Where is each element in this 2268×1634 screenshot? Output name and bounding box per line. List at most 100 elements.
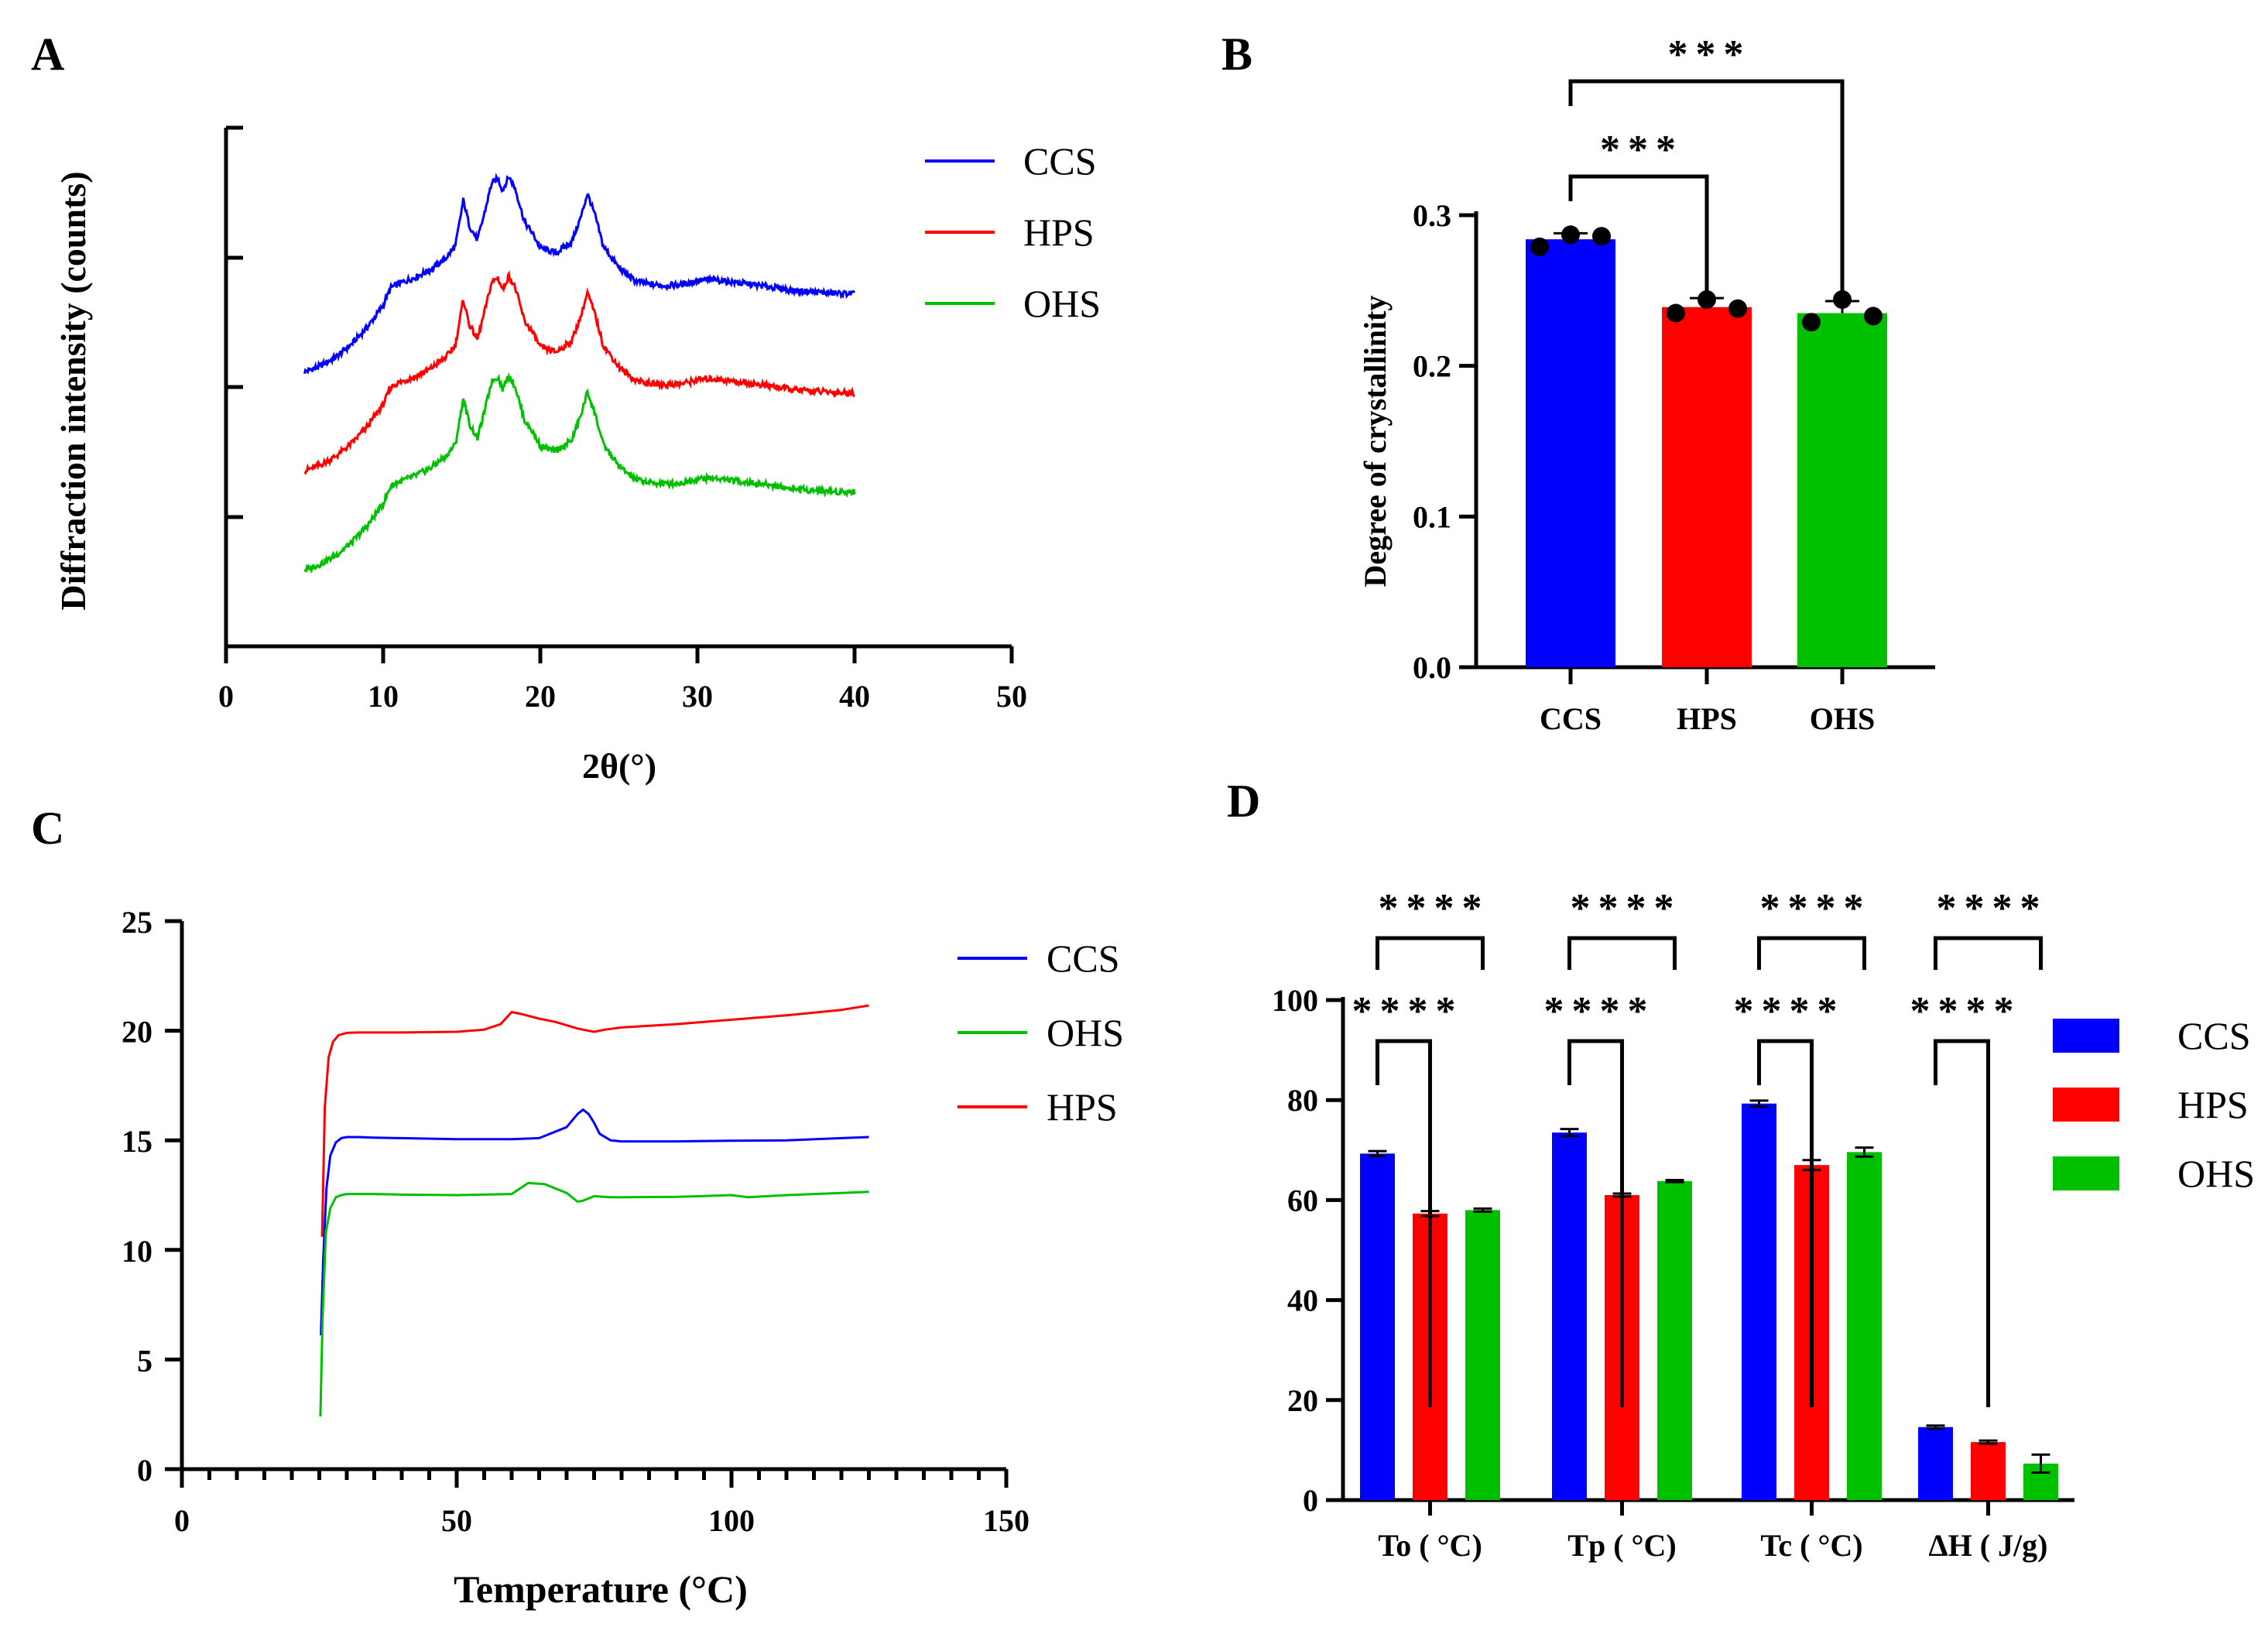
- d-significance-bracket: [1934, 1039, 1990, 1407]
- a-y-axis-title: Diffraction intensity (counts): [53, 171, 93, 610]
- d-x-tick-label: To ( °C): [1378, 1528, 1482, 1563]
- c-legend-label-hps: HPS: [1047, 1085, 1118, 1129]
- b-y-tick-label: 0.3: [1413, 198, 1451, 233]
- d-significance-label: ****: [1734, 989, 1845, 1033]
- c-legend-label-ccs: CCS: [1047, 937, 1120, 980]
- b-significance-label: ***: [1668, 33, 1752, 77]
- c-y-tick-label: 25: [122, 905, 152, 940]
- b-y-tick-label: 0.2: [1413, 349, 1451, 384]
- c-x-tick-label: 150: [983, 1503, 1030, 1538]
- d-significance-bracket: [1567, 1039, 1624, 1407]
- a-legend-label-hps: HPS: [1023, 211, 1095, 254]
- d-significance-label: ****: [1760, 886, 1872, 930]
- b-bar-ccs: [1526, 239, 1615, 667]
- a-line-ccs: [303, 172, 856, 375]
- d-significance-label: ****: [1937, 886, 2048, 930]
- c-legend-label-ohs: OHS: [1047, 1011, 1124, 1054]
- d-legend-label-ohs: OHS: [2177, 1152, 2255, 1195]
- d-y-tick-label: 40: [1287, 1283, 1318, 1318]
- a-x-axis-title: 2θ(°): [582, 746, 656, 786]
- d-significance-bracket: [1757, 1039, 1814, 1407]
- d-significance-bracket: [1376, 1039, 1432, 1407]
- c-y-tick-label: 0: [137, 1453, 152, 1488]
- panel-letter-a: A: [31, 29, 64, 80]
- b-data-point: [1728, 299, 1747, 318]
- d-significance-label: ****: [1571, 886, 1682, 930]
- b-x-tick-label: CCS: [1540, 701, 1602, 736]
- c-y-tick-label: 10: [122, 1234, 152, 1269]
- d-bar-ccs: [1360, 1153, 1395, 1500]
- d-bar-ccs: [1552, 1132, 1587, 1500]
- d-y-tick-label: 100: [1272, 983, 1318, 1018]
- b-significance-bracket: [1568, 79, 1845, 294]
- a-x-tick-label: 50: [996, 679, 1027, 714]
- c-y-tick-label: 15: [122, 1124, 152, 1159]
- d-bar-ccs: [1918, 1427, 1953, 1500]
- d-significance-label: ****: [1544, 989, 1656, 1033]
- a-legend-label-ccs: CCS: [1023, 139, 1097, 183]
- b-x-tick-label: HPS: [1677, 701, 1737, 736]
- d-y-tick-label: 60: [1287, 1183, 1318, 1218]
- c-line-ohs: [319, 1181, 869, 1417]
- c-x-tick-label: 0: [174, 1503, 190, 1538]
- b-data-point: [1561, 225, 1580, 245]
- d-legend-label-hps: HPS: [2177, 1083, 2249, 1126]
- b-data-point: [1530, 237, 1549, 256]
- b-significance-label: ***: [1600, 128, 1684, 172]
- b-bar-hps: [1662, 307, 1752, 667]
- a-legend-label-ohs: OHS: [1023, 282, 1101, 325]
- b-bar-ohs: [1797, 313, 1887, 667]
- panel-letter-d: D: [1227, 776, 1260, 827]
- d-legend-swatch-ohs: [2053, 1156, 2119, 1190]
- b-y-axis-title: Degree of crystallinity: [1358, 296, 1393, 587]
- d-legend-swatch-hps: [2053, 1088, 2119, 1122]
- b-significance-bracket: [1568, 174, 1709, 294]
- b-data-point: [1667, 303, 1685, 323]
- d-legend-swatch-ccs: [2053, 1019, 2119, 1053]
- a-x-tick-label: 0: [218, 679, 234, 714]
- b-data-point: [1698, 290, 1716, 310]
- d-y-tick-label: 80: [1287, 1083, 1318, 1118]
- a-x-tick-label: 40: [839, 679, 870, 714]
- d-bar-ohs: [1465, 1210, 1500, 1500]
- d-bar-hps: [1971, 1442, 2006, 1500]
- d-significance-bracket: [1567, 936, 1677, 970]
- d-bar-ohs: [1657, 1180, 1692, 1500]
- d-significance-label: ****: [1379, 886, 1490, 930]
- panel-letter-b: B: [1221, 29, 1252, 80]
- panel-letter-c: C: [31, 803, 64, 854]
- d-significance-label: ****: [1910, 989, 2022, 1033]
- b-data-point: [1864, 307, 1883, 326]
- c-x-tick-label: 100: [708, 1503, 755, 1538]
- c-line-hps: [320, 1004, 869, 1237]
- b-data-point: [1592, 227, 1611, 246]
- a-line-hps: [303, 270, 855, 475]
- a-x-tick-label: 10: [368, 679, 399, 714]
- d-y-tick-label: 20: [1287, 1383, 1318, 1418]
- d-x-tick-label: Tp ( °C): [1567, 1528, 1676, 1563]
- a-x-tick-label: 30: [682, 679, 713, 714]
- b-data-point: [1802, 313, 1821, 332]
- d-significance-bracket: [1757, 936, 1866, 970]
- d-significance-label: ****: [1352, 989, 1464, 1033]
- d-x-tick-label: Tc ( °C): [1760, 1528, 1862, 1563]
- b-y-tick-label: 0.0: [1413, 650, 1451, 685]
- d-significance-bracket: [1376, 936, 1485, 970]
- b-x-tick-label: OHS: [1810, 701, 1875, 736]
- c-line-ccs: [320, 1108, 869, 1336]
- a-line-ohs: [303, 372, 856, 574]
- a-x-tick-label: 20: [525, 679, 556, 714]
- d-legend-label-ccs: CCS: [2177, 1014, 2251, 1057]
- d-significance-bracket: [1934, 936, 2043, 970]
- b-data-point: [1833, 290, 1852, 310]
- d-x-tick-label: ΔH ( J/g): [1929, 1528, 2048, 1563]
- c-y-tick-label: 5: [137, 1343, 152, 1378]
- d-y-tick-label: 0: [1303, 1483, 1318, 1518]
- c-x-tick-label: 50: [441, 1503, 472, 1538]
- d-bar-ccs: [1742, 1103, 1776, 1500]
- d-bar-ohs: [1847, 1152, 1882, 1500]
- c-x-axis-title: Temperature (°C): [454, 1567, 748, 1611]
- c-y-tick-label: 20: [122, 1015, 152, 1050]
- b-y-tick-label: 0.1: [1413, 499, 1451, 534]
